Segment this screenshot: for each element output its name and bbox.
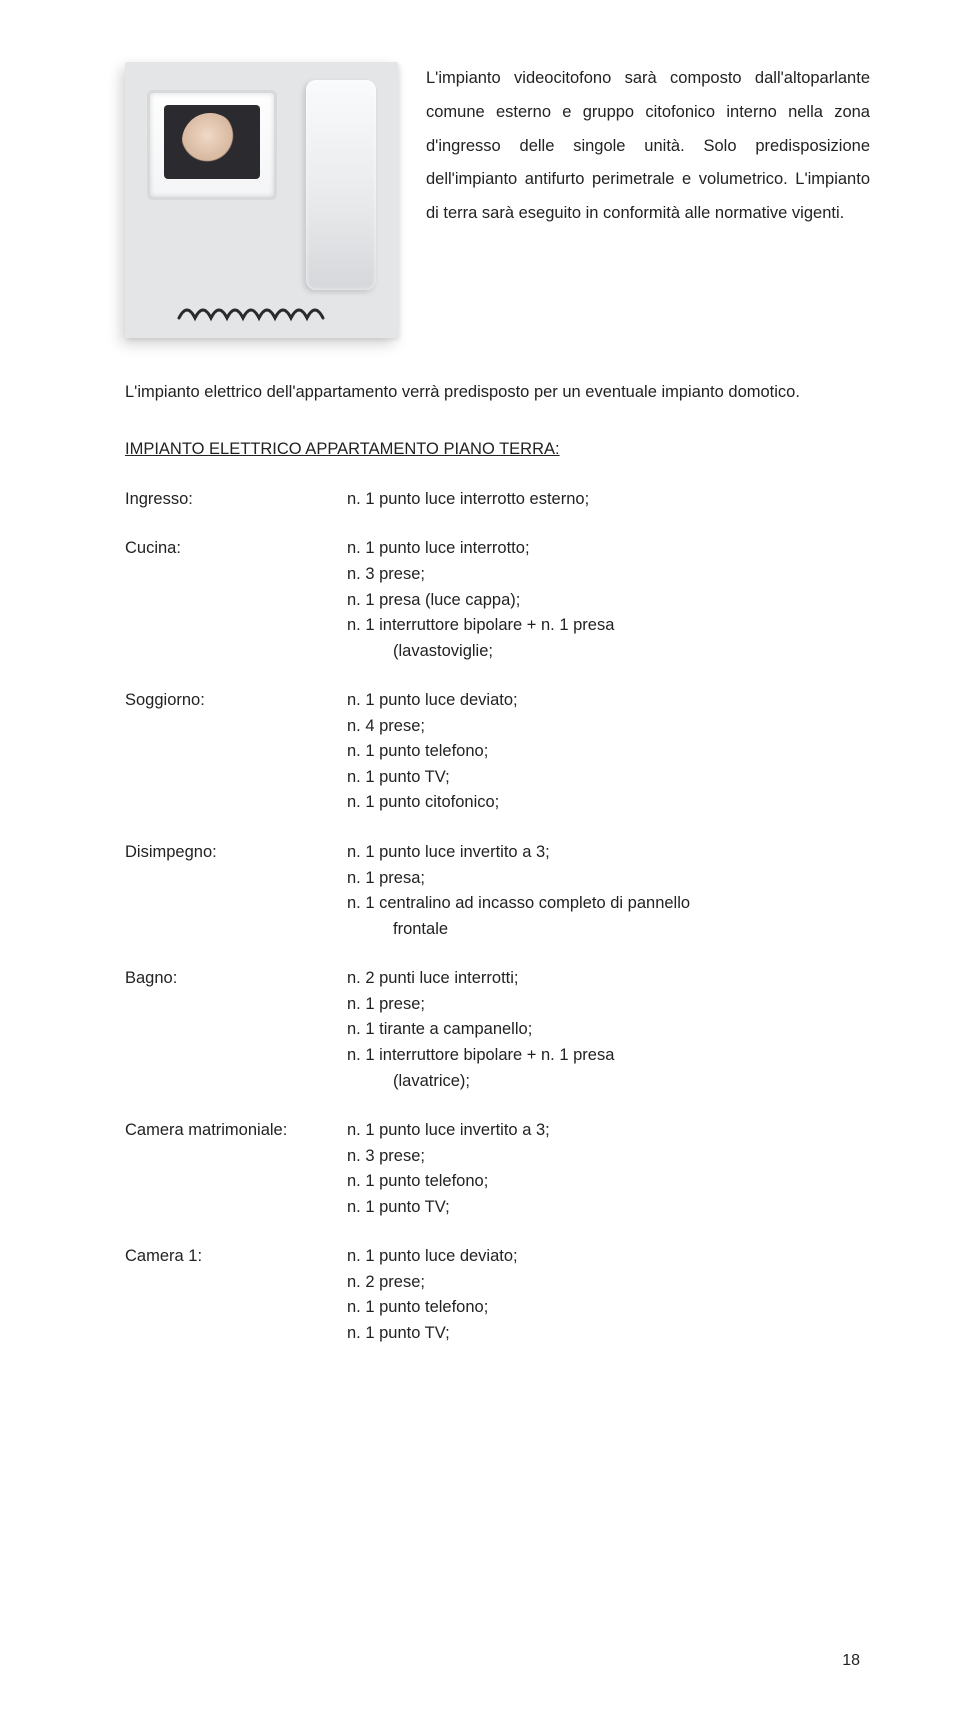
room-entry: Cucina:n. 1 punto luce interrotto;n. 3 p… (125, 536, 870, 664)
list-item: n. 3 prese; (347, 1144, 870, 1170)
page: L'impianto videocitofono sarà composto d… (0, 0, 960, 1712)
videophone-screen (147, 90, 277, 200)
list-item: n. 1 punto luce invertito a 3; (347, 1118, 870, 1144)
list-item: n. 1 punto TV; (347, 1321, 870, 1347)
room-label: Soggiorno: (125, 688, 347, 714)
list-item: n. 1 interruttore bipolare + n. 1 presa (347, 1043, 870, 1069)
list-item: n. 1 presa; (347, 866, 870, 892)
list-item: n. 1 punto telefono; (347, 1169, 870, 1195)
list-item: n. 1 punto luce deviato; (347, 1244, 870, 1270)
list-item: n. 1 interruttore bipolare + n. 1 presa (347, 613, 870, 639)
videophone-image (125, 62, 398, 338)
room-entry: Bagno:n. 2 punti luce interrotti;n. 1 pr… (125, 966, 870, 1094)
list-item: n. 1 punto luce deviato; (347, 688, 870, 714)
room-items: n. 1 punto luce interrotto esterno; (347, 487, 870, 513)
room-entry: Disimpegno:n. 1 punto luce invertito a 3… (125, 840, 870, 942)
list-item: (lavastoviglie; (347, 639, 870, 665)
list-item: n. 3 prese; (347, 562, 870, 588)
list-item: n. 1 punto luce invertito a 3; (347, 840, 870, 866)
room-entry: Ingresso:n. 1 punto luce interrotto este… (125, 487, 870, 513)
room-entry: Camera matrimoniale:n. 1 punto luce inve… (125, 1118, 870, 1220)
room-label: Disimpegno: (125, 840, 347, 866)
room-label: Bagno: (125, 966, 347, 992)
intro-after-paragraph: L'impianto elettrico dell'appartamento v… (125, 376, 870, 410)
list-item: n. 4 prese; (347, 714, 870, 740)
list-item: n. 1 centralino ad incasso completo di p… (347, 891, 870, 917)
intro-paragraph: L'impianto videocitofono sarà composto d… (426, 62, 870, 338)
room-entry: Camera 1:n. 1 punto luce deviato;n. 2 pr… (125, 1244, 870, 1346)
list-item: n. 1 punto luce interrotto; (347, 536, 870, 562)
list-item: n. 1 tirante a campanello; (347, 1017, 870, 1043)
list-item: frontale (347, 917, 870, 943)
room-label: Cucina: (125, 536, 347, 562)
room-items: n. 2 punti luce interrotti;n. 1 prese;n.… (347, 966, 870, 1094)
page-number: 18 (842, 1652, 860, 1670)
room-items: n. 1 punto luce deviato;n. 4 prese;n. 1 … (347, 688, 870, 816)
section-title: IMPIANTO ELETTRICO APPARTAMENTO PIANO TE… (125, 440, 870, 459)
cord-icon (175, 294, 325, 326)
room-label: Camera 1: (125, 1244, 347, 1270)
face-placeholder (164, 105, 260, 179)
room-label: Ingresso: (125, 487, 347, 513)
list-item: n. 1 punto TV; (347, 1195, 870, 1221)
list-item: (lavatrice); (347, 1069, 870, 1095)
rooms-list: Ingresso:n. 1 punto luce interrotto este… (125, 487, 870, 1347)
list-item: n. 1 punto TV; (347, 765, 870, 791)
list-item: n. 2 prese; (347, 1270, 870, 1296)
room-items: n. 1 punto luce interrotto;n. 3 prese;n.… (347, 536, 870, 664)
list-item: n. 2 punti luce interrotti; (347, 966, 870, 992)
list-item: n. 1 punto telefono; (347, 1295, 870, 1321)
room-items: n. 1 punto luce invertito a 3;n. 1 presa… (347, 840, 870, 942)
room-items: n. 1 punto luce deviato;n. 2 prese;n. 1 … (347, 1244, 870, 1346)
list-item: n. 1 punto telefono; (347, 739, 870, 765)
handset (306, 80, 376, 290)
room-items: n. 1 punto luce invertito a 3;n. 3 prese… (347, 1118, 870, 1220)
list-item: n. 1 punto luce interrotto esterno; (347, 487, 870, 513)
list-item: n. 1 prese; (347, 992, 870, 1018)
room-label: Camera matrimoniale: (125, 1118, 347, 1144)
list-item: n. 1 presa (luce cappa); (347, 588, 870, 614)
top-section: L'impianto videocitofono sarà composto d… (125, 62, 870, 338)
room-entry: Soggiorno:n. 1 punto luce deviato;n. 4 p… (125, 688, 870, 816)
list-item: n. 1 punto citofonico; (347, 790, 870, 816)
